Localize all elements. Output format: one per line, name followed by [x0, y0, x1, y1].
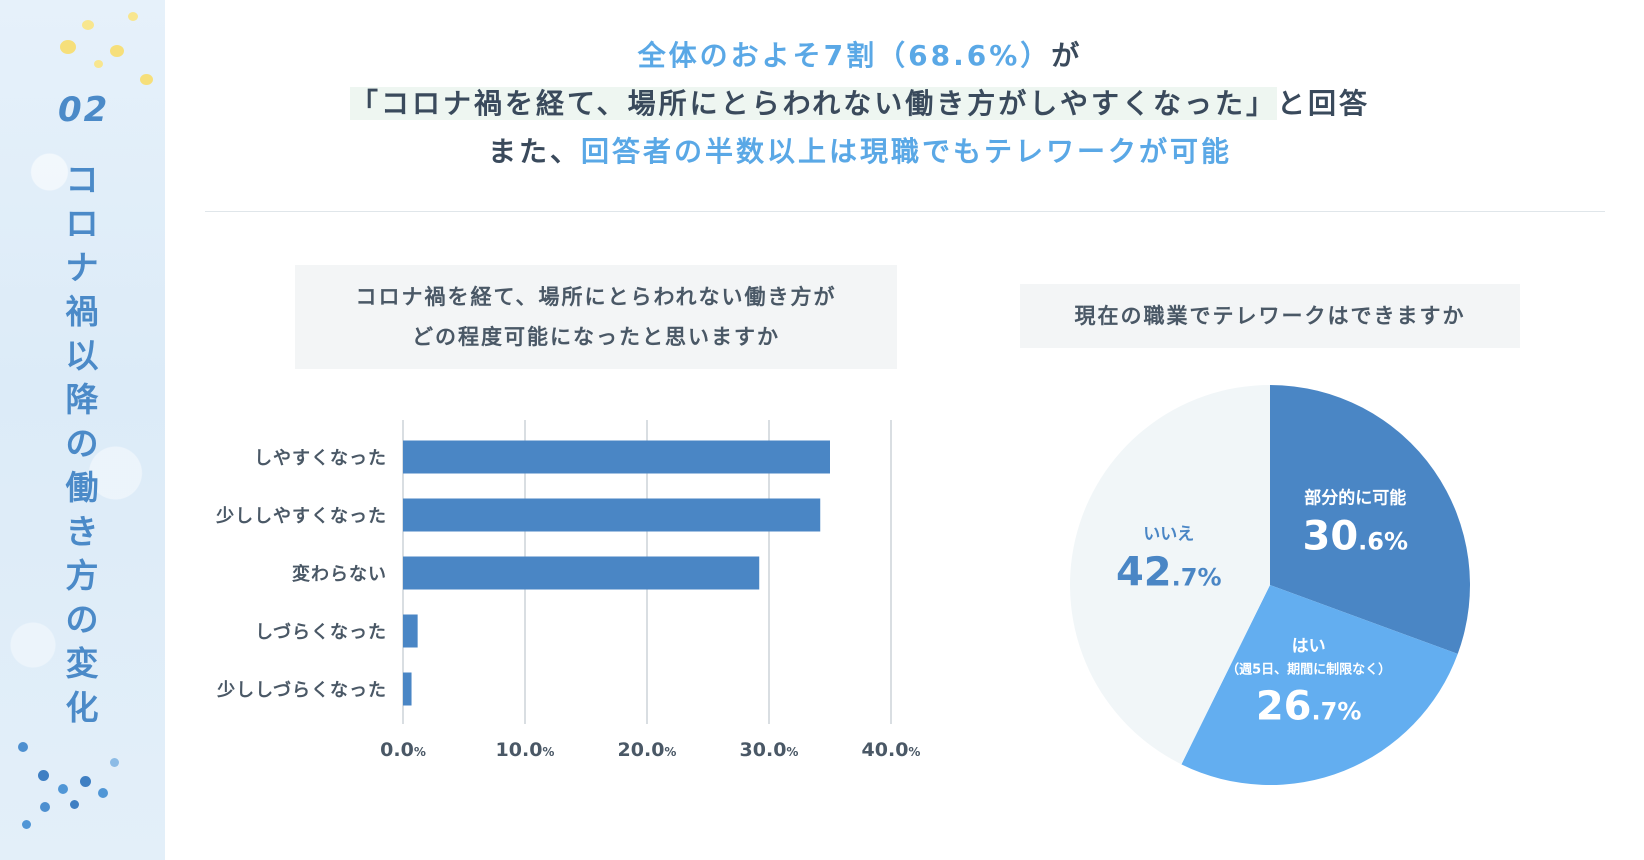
category-label: 少ししづらくなった — [216, 680, 387, 701]
confetti-dot — [140, 74, 153, 85]
x-tick-label: 30.0% — [740, 739, 799, 761]
confetti-dot — [128, 12, 138, 21]
headline-prefix-3: また、 — [487, 135, 581, 168]
x-tick-label: 0.0% — [380, 739, 426, 761]
bar-question-line-2: どの程度可能になったと思いますか — [412, 325, 780, 349]
headline-suffix-1: が — [1051, 39, 1083, 72]
pie-slice-label: はい — [1292, 637, 1326, 657]
bar-chart: 0.0% 10.0% 20.0% 30.0% 40.0% しやすくなった少ししやすくなった… — [215, 420, 921, 761]
bar — [403, 556, 760, 590]
x-tick-label: 10.0% — [496, 739, 555, 761]
category-label: しやすくなった — [254, 448, 387, 469]
headline-highlight-3: 回答者の半数以上は現職でもテレワークが可能 — [581, 135, 1233, 168]
headline-suffix-2: と回答 — [1276, 87, 1370, 120]
headline-line-3: また、回答者の半数以上は現職でもテレワークが可能 — [260, 128, 1460, 176]
confetti-dot — [94, 60, 103, 68]
x-tick-label: 40.0% — [862, 739, 921, 761]
confetti-dot — [70, 800, 79, 809]
bar-chart-question: コロナ禍を経て、場所にとらわれない働き方が どの程度可能になったと思いますか — [295, 265, 897, 369]
divider — [205, 211, 1605, 212]
confetti-dot — [58, 784, 68, 794]
confetti-dot — [38, 770, 49, 781]
bar — [403, 614, 418, 648]
pie-slice-sublabel: （週5日、期間に制限なく） — [1226, 662, 1391, 678]
bar — [403, 672, 412, 706]
bar-question-line-1: コロナ禍を経て、場所にとらわれない働き方が — [355, 285, 837, 309]
sidebar-texture — [0, 0, 165, 860]
section-title: コロナ禍以降の働き方の変化 — [65, 160, 99, 727]
pie-slice-value: 26.7% — [1256, 684, 1362, 730]
sidebar: 02 コロナ禍以降の働き方の変化 — [0, 0, 165, 860]
confetti-dot — [40, 802, 50, 812]
confetti-dot — [110, 45, 124, 57]
pie-slice — [1270, 385, 1470, 654]
confetti-dot — [82, 20, 94, 30]
pie-slice — [1070, 385, 1270, 765]
pie-slice-value: 42.7% — [1116, 549, 1222, 595]
bar — [403, 498, 821, 532]
x-tick-label: 20.0% — [618, 739, 677, 761]
confetti-dot — [110, 758, 119, 767]
pie-chart: 部分的に可能 30.6% はい （週5日、期間に制限なく） 26.7% いいえ 42.7% — [1070, 385, 1470, 785]
headline-quote: 「コロナ禍を経て、場所にとらわれない働き方がしやすくなった」 — [350, 87, 1277, 120]
bar — [403, 440, 830, 474]
confetti-dot — [80, 776, 91, 787]
confetti-dot — [22, 820, 31, 829]
confetti-dot — [60, 40, 76, 54]
section-number: 02 — [58, 90, 110, 130]
pie-slice-label: いいえ — [1143, 524, 1194, 544]
category-label: 少ししやすくなった — [215, 506, 387, 527]
confetti-dot — [98, 788, 108, 798]
headline-line-1: 全体のおよそ7割（68.6%）が — [260, 32, 1460, 80]
pie-slice — [1181, 585, 1458, 785]
pie-chart-question: 現在の職業でテレワークはできますか — [1020, 284, 1520, 348]
headline: 全体のおよそ7割（68.6%）が 「コロナ禍を経て、場所にとらわれない働き方がし… — [260, 32, 1460, 176]
pie-slice-label: 部分的に可能 — [1304, 487, 1406, 508]
category-label: しづらくなった — [255, 622, 387, 643]
confetti-dot — [18, 742, 28, 752]
headline-line-2: 「コロナ禍を経て、場所にとらわれない働き方がしやすくなった」と回答 — [260, 80, 1460, 128]
pie-slice-value: 30.6% — [1303, 513, 1409, 559]
headline-highlight-1: 全体のおよそ7割（68.6%） — [637, 39, 1052, 72]
category-label: 変わらない — [292, 563, 387, 585]
